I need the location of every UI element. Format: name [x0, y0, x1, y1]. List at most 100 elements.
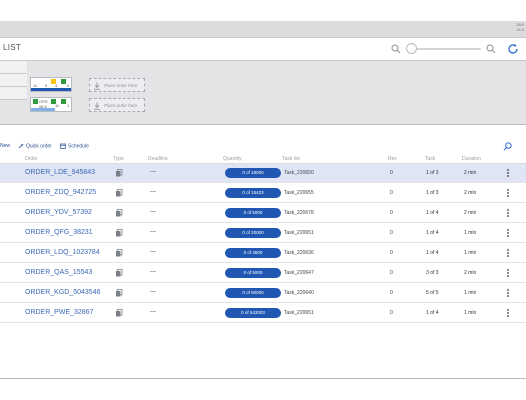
timeline-order-block[interactable]: 11 5 4 0	[30, 77, 72, 92]
more-vertical-icon[interactable]	[506, 168, 510, 178]
block-progress-bar	[31, 88, 71, 91]
quick-order-label: Quick order	[26, 143, 52, 150]
download-icon	[94, 102, 100, 110]
order-link[interactable]: ORDER_YDV_57392	[25, 209, 92, 216]
zoom-slider-track[interactable]	[409, 48, 481, 50]
order-link[interactable]: ORDER_LDQ_1023784	[25, 249, 100, 256]
column-header-type[interactable]: Type	[113, 156, 124, 162]
table-row[interactable]: ORDER_QFG_38231 — 0 of 20000 Task_220651…	[0, 224, 526, 243]
table-row[interactable]: ORDER_YDV_57392 — 0 of 5000 Task_220678 …	[0, 204, 526, 223]
schedule-icon	[60, 143, 66, 149]
task-value: 3 of 3	[426, 270, 439, 276]
copy-icon	[116, 309, 123, 317]
zoom-out-icon[interactable]	[391, 44, 401, 54]
more-vertical-icon[interactable]	[506, 248, 510, 258]
copy-icon	[116, 269, 123, 277]
search-icon[interactable]	[503, 142, 512, 151]
copy-icon	[116, 249, 123, 257]
quick-order-button[interactable]: Quick order	[18, 143, 52, 149]
quantity-pill: 0 of 543003	[225, 308, 281, 318]
more-vertical-icon[interactable]	[506, 288, 510, 298]
zoom-slider-handle[interactable]	[406, 43, 417, 54]
table-row[interactable]: ORDER_ZDQ_942725 — 0 of 15423 Task_22065…	[0, 184, 526, 203]
order-link[interactable]: ORDER_ZDQ_942725	[25, 189, 97, 196]
duration-value: 1 min	[464, 250, 477, 256]
duration-value: 2 min	[464, 170, 477, 176]
table-row[interactable]: ORDER_LDE_945843 — 0 of 18000 Task_22065…	[0, 164, 526, 183]
duration-value: 1 min	[464, 310, 477, 316]
task-value: 1 of 4	[426, 210, 439, 216]
quantity-pill: 0 of 20000	[225, 228, 281, 238]
drop-zone-label: Place order here	[104, 83, 138, 88]
timeline-resource-cell	[0, 61, 27, 74]
status-flag	[51, 79, 56, 84]
order-drop-zone[interactable]: Place order here	[89, 78, 145, 92]
rev-value: 0	[390, 190, 393, 196]
block-label: 0	[67, 83, 70, 88]
rev-value: 0	[390, 310, 393, 316]
deadline-value: —	[150, 169, 156, 175]
duration-value: 2 min	[464, 190, 477, 196]
quantity-pill: 0 of 5000	[225, 268, 281, 278]
column-header-order[interactable]: Order	[25, 156, 38, 162]
order-link[interactable]: ORDER_QAS_15543	[25, 269, 93, 276]
footer-divider	[0, 378, 526, 379]
deadline-value: —	[150, 289, 156, 295]
new-button[interactable]: New	[0, 143, 10, 149]
order-link[interactable]: ORDER_QFG_38231	[25, 229, 93, 236]
column-header-rev[interactable]: Rev	[388, 156, 397, 162]
table-row[interactable]: ORDER_LDQ_1023784 — 0 of 3500 Task_22063…	[0, 244, 526, 263]
rev-value: 0	[390, 230, 393, 236]
rocket-icon	[18, 143, 24, 149]
column-header-quantity[interactable]: Quantity	[223, 156, 242, 162]
column-header-task-list[interactable]: Task list	[282, 156, 300, 162]
more-vertical-icon[interactable]	[506, 188, 510, 198]
order-link[interactable]: ORDER_LDE_945843	[25, 169, 96, 176]
deadline-value: —	[150, 229, 156, 235]
copy-icon	[116, 209, 123, 217]
task-value: 1 of 4	[426, 230, 439, 236]
more-vertical-icon[interactable]	[506, 208, 510, 218]
zoom-in-icon[interactable]	[486, 44, 496, 54]
block-label: 4	[55, 83, 58, 88]
table-row[interactable]: ORDER_KGD_5043546 — 0 of 50000 Task_2206…	[0, 284, 526, 303]
copy-icon	[116, 229, 123, 237]
clock-date: 28/3	[516, 22, 524, 27]
block-label: 06.4	[39, 104, 47, 109]
drop-zone-label: Place order here	[104, 103, 138, 108]
timeline-resource-cell	[0, 87, 27, 100]
download-icon	[94, 82, 100, 90]
copy-icon	[116, 169, 123, 177]
schedule-button[interactable]: Schedule	[60, 143, 89, 149]
block-label: 1	[67, 103, 70, 108]
column-header-deadline[interactable]: Deadline	[148, 156, 168, 162]
status-flag	[33, 99, 38, 104]
timeline-resource-column	[0, 61, 27, 126]
more-vertical-icon[interactable]	[506, 228, 510, 238]
order-drop-zone[interactable]: Place order here	[89, 98, 145, 112]
quantity-pill: 0 of 15423	[225, 188, 281, 198]
new-label: New	[0, 143, 11, 149]
task-list-value: Task_220651	[284, 310, 314, 316]
table-row[interactable]: ORDER_QAS_15543 — 0 of 5000 Task_220647 …	[0, 264, 526, 283]
window-topbar: 28/3 14:3	[0, 21, 526, 38]
order-link[interactable]: ORDER_PWE_32867	[25, 309, 94, 316]
task-value: 1 of 4	[426, 250, 439, 256]
duration-value: 1 min	[464, 290, 477, 296]
task-list-value: Task_220636	[284, 250, 314, 256]
order-link[interactable]: ORDER_KGD_5043546	[25, 289, 101, 296]
column-header-duration[interactable]: Duration	[462, 156, 481, 162]
task-value: 5 of 5	[426, 290, 439, 296]
clock-time: 14:3	[516, 27, 524, 32]
more-vertical-icon[interactable]	[506, 308, 510, 318]
table-row[interactable]: ORDER_PWE_32867 — 0 of 543003 Task_22065…	[0, 304, 526, 323]
task-list-value: Task_220678	[284, 210, 314, 216]
rev-value: 0	[390, 210, 393, 216]
refresh-icon[interactable]	[507, 43, 519, 55]
more-vertical-icon[interactable]	[506, 268, 510, 278]
quantity-pill: 0 of 5000	[225, 208, 281, 218]
copy-icon	[116, 189, 123, 197]
timeline-order-block[interactable]: OPD 06.4 11 1	[30, 97, 72, 112]
column-header-task[interactable]: Task	[425, 156, 436, 162]
task-value: 1 of 4	[426, 310, 439, 316]
